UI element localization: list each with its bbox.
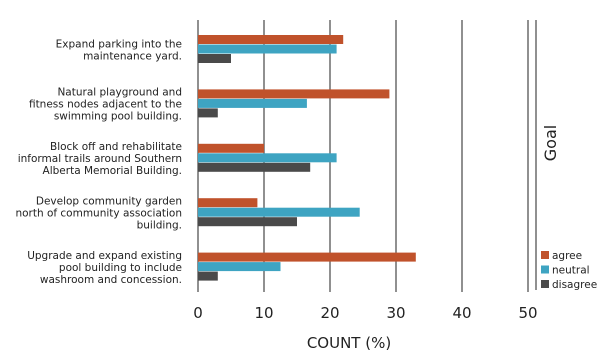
bar-disagree-5 [198,271,218,281]
x-tick-30: 30 [386,304,405,322]
bar-agree-4 [198,198,258,208]
bar-agree-3 [198,143,264,153]
legend-label-agree: agree [552,250,582,262]
bar-disagree-4 [198,217,297,227]
legend-label-disagree: disagree [552,279,597,291]
bar-agree-5 [198,252,416,262]
legend: agree neutral disagree [541,250,597,291]
x-tick-10: 10 [254,304,273,322]
bar-disagree-1 [198,54,231,63]
bar-neutral-3 [198,153,337,163]
x-tick-50: 50 [518,304,537,322]
category-labels: Expand parking into the maintenance yard.… [15,38,182,286]
legend-swatch-neutral [541,265,549,274]
x-tick-labels: 0 10 20 30 40 50 [193,304,537,322]
category-label-4: Develop community garden north of communi… [15,195,182,231]
category-label-2: Natural playground and fitness nodes adja… [29,87,182,123]
facet-label: Goal [541,125,560,161]
legend-label-neutral: neutral [552,265,590,277]
bar-disagree-3 [198,162,311,172]
bars [198,35,416,281]
bar-neutral-1 [198,44,337,54]
x-tick-40: 40 [452,304,471,322]
bar-neutral-4 [198,207,360,217]
x-tick-0: 0 [193,304,203,322]
x-axis-label: COUNT (%) [307,334,391,352]
category-label-5: Upgrade and expand existing pool building… [27,250,182,286]
category-label-1: Expand parking into the maintenance yard. [56,38,182,62]
x-tick-20: 20 [320,304,339,322]
bar-neutral-2 [198,98,307,108]
bar-disagree-2 [198,108,218,118]
category-label-3: Block off and rehabilitate informal trail… [18,141,182,177]
legend-swatch-agree [541,251,549,259]
legend-swatch-disagree [541,280,549,288]
bar-agree-2 [198,89,390,99]
bar-neutral-5 [198,262,281,272]
bar-agree-1 [198,35,344,44]
